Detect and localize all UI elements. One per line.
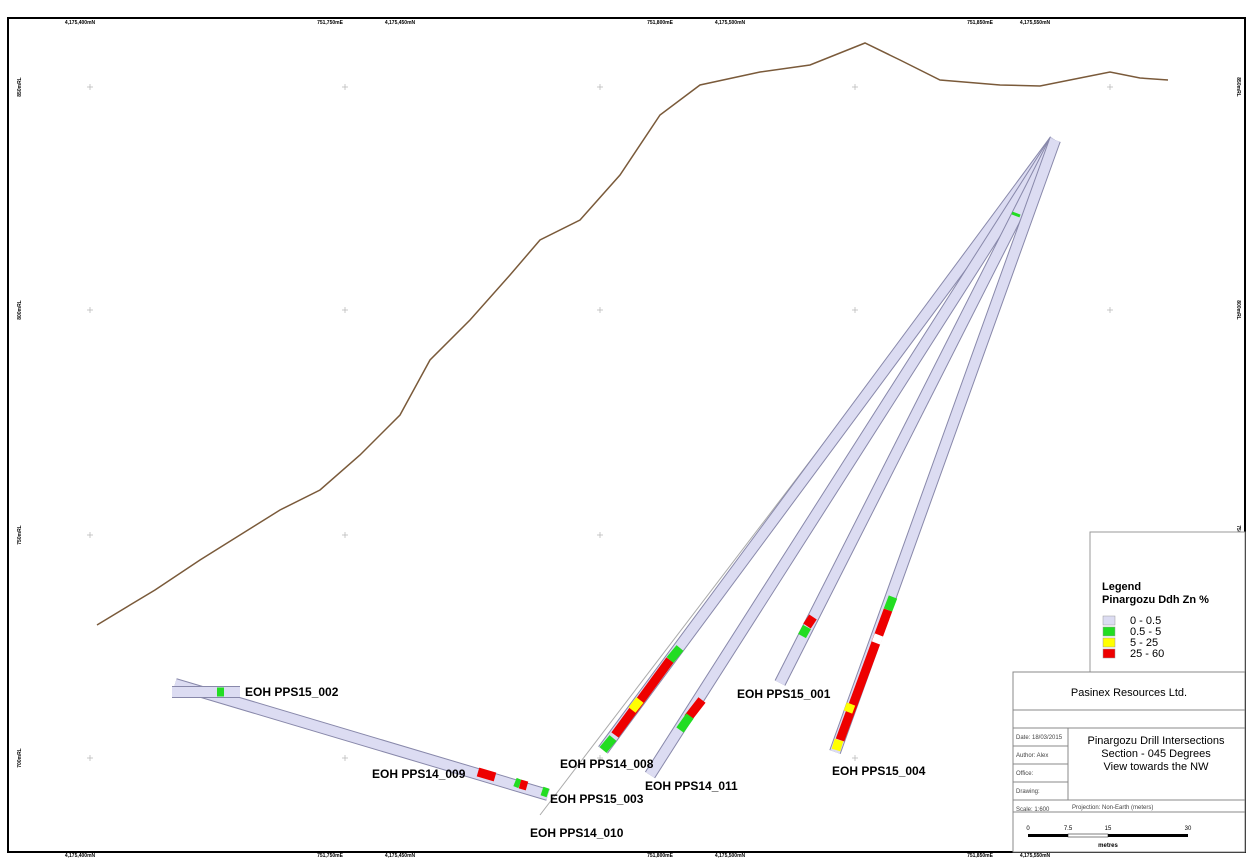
scale-unit: metres bbox=[1098, 843, 1118, 849]
top-grid-label: 751,750mE bbox=[317, 20, 344, 26]
legend-label: 5 - 25 bbox=[1130, 637, 1158, 649]
hole-interval bbox=[883, 595, 898, 612]
hole-label: EOH PPS15_003 bbox=[550, 792, 644, 806]
title-block bbox=[1012, 671, 1246, 853]
hole-label: EOH PPS14_011 bbox=[645, 779, 738, 793]
hole-interval bbox=[676, 713, 694, 733]
legend-label: 0 - 0.5 bbox=[1130, 615, 1161, 627]
hole-interval bbox=[476, 767, 497, 782]
hole-interval bbox=[775, 137, 1060, 686]
hole-interval bbox=[835, 608, 893, 742]
section-title: View towards the NW bbox=[1104, 761, 1210, 773]
hole-label: EOH PPS15_002 bbox=[245, 685, 339, 699]
field: Drawing: bbox=[1016, 789, 1040, 795]
bottom-grid-label: 4,175,450mN bbox=[385, 853, 416, 859]
hole-interval bbox=[540, 786, 550, 798]
hole-interval bbox=[831, 738, 844, 752]
hole-interval bbox=[518, 779, 529, 791]
field: Office: bbox=[1016, 771, 1034, 777]
labels: 4,175,400mN 4,175,400mN 751,750mE 751,750mE… bbox=[17, 20, 1241, 859]
hole-interval bbox=[666, 645, 684, 663]
elevation-label: 850mRL bbox=[1235, 77, 1241, 96]
top-grid-label: 4,175,400mN bbox=[65, 20, 96, 26]
scale-label: 15 bbox=[1105, 826, 1112, 832]
scale-bar bbox=[1028, 833, 1188, 838]
projection: Projection: Non-Earth (meters) bbox=[1072, 805, 1153, 811]
legend-subtitle: Pinargozu Ddh Zn % bbox=[1102, 594, 1209, 606]
bottom-grid-label: 751,850mE bbox=[967, 853, 994, 859]
drill-holes bbox=[172, 136, 1061, 801]
field: Author: Alex bbox=[1016, 753, 1048, 759]
elevation-label: 800mRL bbox=[17, 300, 23, 319]
legend-label: 25 - 60 bbox=[1130, 648, 1164, 660]
bottom-grid-label: 751,800mE bbox=[647, 853, 674, 859]
bottom-grid-label: 751,750mE bbox=[317, 853, 344, 859]
bottom-grid-label: 4,175,400mN bbox=[65, 853, 96, 859]
legend-title: Legend bbox=[1102, 581, 1141, 593]
hole-label: EOH PPS15_004 bbox=[832, 764, 926, 778]
legend-box bbox=[1089, 531, 1246, 683]
hole-interval bbox=[645, 137, 1060, 778]
hole-interval bbox=[1011, 211, 1021, 218]
elevation-label: 850mRL bbox=[17, 77, 23, 96]
hole-interval bbox=[611, 657, 674, 738]
elevation-label: 750mRL bbox=[17, 525, 23, 544]
hole-label: EOH PPS15_001 bbox=[737, 687, 831, 701]
top-grid-label: 4,175,500mN bbox=[715, 20, 746, 26]
section-title: Section - 045 Degrees bbox=[1101, 748, 1211, 760]
hole-interval bbox=[798, 624, 811, 639]
top-grid-label: 4,175,550mN bbox=[1020, 20, 1051, 26]
legend-swatch bbox=[1102, 626, 1116, 637]
top-grid-label: 751,800mE bbox=[647, 20, 674, 26]
hole-interval bbox=[871, 633, 884, 645]
scale-label: 30 bbox=[1185, 826, 1192, 832]
field: Scale: 1:600 bbox=[1016, 807, 1050, 813]
grid-crosses bbox=[87, 84, 1113, 761]
hole-interval bbox=[843, 702, 856, 714]
top-grid-label: 4,175,450mN bbox=[385, 20, 416, 26]
bottom-grid-label: 4,175,550mN bbox=[1020, 853, 1051, 859]
hole-interval bbox=[684, 697, 706, 721]
company: Pasinex Resources Ltd. bbox=[1071, 687, 1187, 699]
elevation-label: 700mRL bbox=[17, 748, 23, 767]
legend: Legend Pinargozu Ddh Zn % 0 - 0.50.5 - 5… bbox=[1089, 531, 1246, 683]
hole-label: EOH PPS14_008 bbox=[560, 757, 654, 771]
legend-swatch bbox=[1102, 637, 1116, 648]
hole-interval bbox=[628, 697, 644, 713]
hole-label: EOH PPS14_009 bbox=[372, 767, 466, 781]
legend-swatch bbox=[1102, 648, 1116, 659]
elevation-label: 800mRL bbox=[1235, 300, 1241, 319]
hole-interval bbox=[513, 777, 522, 789]
scale-label: 7.5 bbox=[1064, 826, 1073, 832]
field: Date: 18/03/2015 bbox=[1016, 735, 1063, 741]
topography bbox=[96, 42, 1169, 626]
hole-interval bbox=[803, 614, 817, 629]
hole-interval bbox=[599, 735, 617, 753]
legend-label: 0.5 - 5 bbox=[1130, 626, 1161, 638]
bottom-grid-label: 4,175,500mN bbox=[715, 853, 746, 859]
top-grid-label: 751,850mE bbox=[967, 20, 994, 26]
scale-label: 0 bbox=[1026, 826, 1030, 832]
hole-label: EOH PPS14_010 bbox=[530, 826, 624, 840]
legend-swatch bbox=[1102, 615, 1116, 626]
section-title: Pinargozu Drill Intersections bbox=[1088, 735, 1225, 747]
